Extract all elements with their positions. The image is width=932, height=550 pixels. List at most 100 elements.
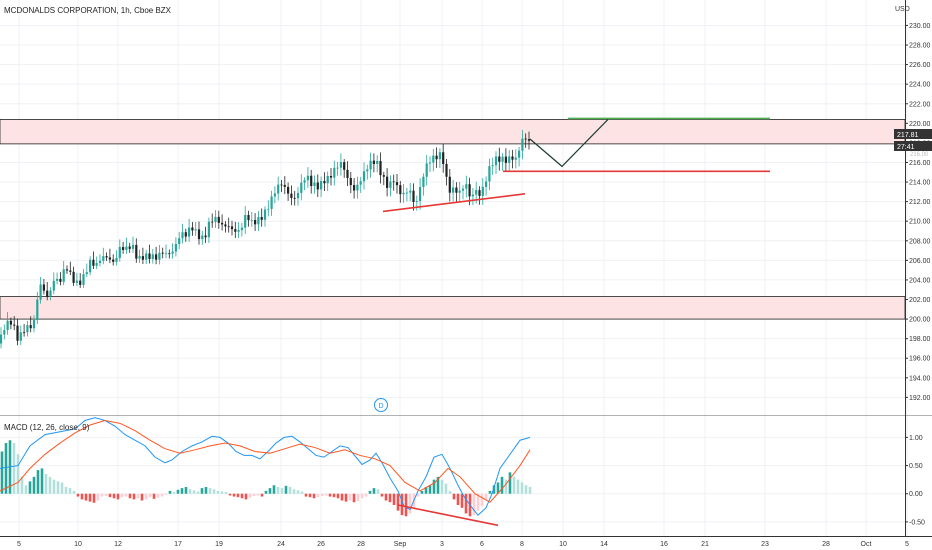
price-tick-label-19: 230.00 (909, 23, 931, 30)
candle-body-67 (221, 222, 224, 225)
macd-hist-bar-22 (88, 493, 92, 502)
macd-hist-bar-88 (352, 493, 356, 503)
macd-hist-bar-123 (492, 485, 496, 494)
macd-hist-bar-120 (480, 493, 484, 507)
macd-hist-bar-115 (460, 493, 464, 508)
candle-body-10 (32, 320, 36, 329)
event-marker-label: D (378, 403, 383, 410)
time-tick-label-10: 6 (480, 541, 484, 548)
currency-label: USD (895, 6, 910, 13)
candle-body-3 (9, 320, 12, 325)
macd-hist-bar-127 (508, 472, 512, 494)
candle-body-33 (108, 257, 111, 260)
macd-hist-bar-40 (160, 493, 164, 497)
macd-tick-label-1: 0.00 (909, 491, 923, 498)
price-tick-label-11: 214.00 (909, 180, 931, 187)
candle-body-84 (277, 184, 280, 194)
macd-legend: MACD (12, 26, close, 9) (4, 423, 90, 432)
time-tick-label-4: 19 (215, 541, 223, 548)
macd-hist-bar-78 (312, 493, 316, 499)
macd-hist-bar-86 (344, 493, 348, 502)
candle-body-30 (98, 260, 102, 264)
candle-body-48 (158, 252, 161, 260)
candle-body-5 (16, 325, 19, 341)
macd-hist-bar-75 (300, 491, 304, 494)
macd-hist-bar-79 (316, 493, 320, 498)
candle-body-156 (514, 157, 517, 160)
candle-body-100 (329, 176, 333, 178)
candle-body-115 (379, 160, 382, 176)
candle-body-16 (52, 280, 55, 291)
price-label-current: 217.81 (894, 129, 932, 139)
macd-hist-bar-17 (68, 488, 72, 494)
macd-hist-bar-82 (328, 493, 332, 497)
macd-hist-bar-109 (436, 476, 440, 494)
price-tick-label-0: 192.00 (909, 395, 931, 402)
candle-body-31 (102, 256, 105, 261)
macd-hist-bar-10 (40, 468, 44, 494)
candle-body-82 (270, 196, 273, 209)
macd-hist-bar-84 (336, 493, 340, 499)
candle-body-55 (181, 232, 184, 239)
macd-hist-bar-111 (444, 483, 448, 494)
time-tick-label-14: 16 (660, 541, 668, 548)
candle-body-151 (498, 156, 501, 162)
candle-body-53 (174, 244, 177, 252)
macd-hist-bar-130 (520, 482, 524, 494)
candle-body-9 (29, 325, 32, 329)
candle-body-125 (412, 190, 415, 202)
macd-hist-bar-13 (52, 479, 56, 494)
candle-body-28 (92, 259, 95, 266)
price-tick-label-18: 228.00 (909, 43, 931, 50)
candle-body-12 (39, 284, 42, 300)
macd-annotation-line-0 (397, 504, 499, 527)
price-tick-label-9: 210.00 (909, 219, 931, 226)
candle-body-145 (478, 190, 481, 196)
chart-title: MCDONALDS CORPORATION, 1h, Cboe BZX (4, 6, 172, 15)
macd-hist-bar-63 (252, 493, 256, 496)
candle-body-86 (283, 184, 286, 187)
candle-body-92 (303, 180, 306, 183)
candle-body-101 (333, 167, 336, 178)
candle-body-96 (316, 182, 319, 190)
candle-body-127 (419, 186, 422, 202)
candle-body-66 (217, 216, 220, 223)
candle-body-143 (471, 194, 474, 197)
candle-body-107 (353, 185, 356, 191)
macd-hist-bar-0 (0, 451, 4, 494)
candle-body-104 (343, 162, 346, 170)
candle-body-68 (224, 224, 227, 227)
time-tick-label-12: 10 (559, 541, 567, 548)
price-tick-label-14: 220.00 (909, 121, 931, 128)
candle-body-89 (293, 197, 296, 199)
macd-hist-bar-28 (112, 493, 116, 499)
price-tick-label-12: 216.00 (909, 160, 931, 167)
macd-hist-bar-121 (484, 493, 488, 500)
candle-body-147 (485, 181, 488, 187)
macd-hist-bar-36 (144, 493, 148, 500)
price-tick-label-8: 208.00 (909, 238, 931, 245)
macd-hist-bar-87 (348, 493, 352, 501)
candle-body-118 (389, 181, 392, 188)
candle-body-52 (171, 251, 174, 254)
candle-body-73 (240, 227, 243, 231)
macd-hist-bar-60 (240, 493, 244, 499)
candle-body-70 (230, 226, 234, 230)
candle-body-65 (214, 216, 217, 222)
candle-body-45 (148, 253, 151, 260)
price-tick-label-15: 222.00 (909, 101, 931, 108)
candle-body-20 (65, 269, 69, 271)
candle-body-64 (211, 221, 214, 223)
macd-hist-bar-113 (452, 493, 456, 500)
macd-hist-bar-43 (172, 492, 176, 494)
candle-body-35 (115, 257, 118, 262)
candle-body-158 (521, 138, 524, 151)
candle-body-78 (257, 217, 260, 225)
event-marker[interactable]: D (374, 398, 388, 412)
macd-hist-bar-30 (120, 493, 124, 498)
price-tick-label-3: 198.00 (909, 336, 931, 343)
candle-body-148 (488, 166, 491, 182)
candle-body-138 (455, 187, 458, 193)
macd-hist-bar-35 (140, 493, 144, 501)
